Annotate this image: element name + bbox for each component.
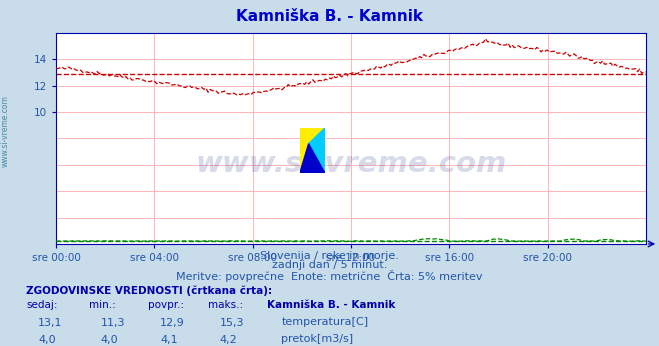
Text: Slovenija / reke in morje.: Slovenija / reke in morje. (260, 251, 399, 261)
Text: www.si-vreme.com: www.si-vreme.com (1, 95, 10, 167)
Text: maks.:: maks.: (208, 300, 243, 310)
Text: 4,2: 4,2 (219, 335, 237, 345)
Text: 13,1: 13,1 (38, 318, 63, 328)
Text: ZGODOVINSKE VREDNOSTI (črtkana črta):: ZGODOVINSKE VREDNOSTI (črtkana črta): (26, 285, 272, 296)
Text: zadnji dan / 5 minut.: zadnji dan / 5 minut. (272, 260, 387, 270)
Text: 12,9: 12,9 (160, 318, 185, 328)
Text: 4,1: 4,1 (160, 335, 178, 345)
Text: temperatura[C]: temperatura[C] (281, 317, 368, 327)
Polygon shape (300, 144, 325, 173)
Text: 4,0: 4,0 (101, 335, 119, 345)
Text: 11,3: 11,3 (101, 318, 125, 328)
Text: Meritve: povprečne  Enote: metrične  Črta: 5% meritev: Meritve: povprečne Enote: metrične Črta:… (176, 270, 483, 282)
Text: Kamniška B. - Kamnik: Kamniška B. - Kamnik (267, 300, 395, 310)
Text: pretok[m3/s]: pretok[m3/s] (281, 334, 353, 344)
Text: 15,3: 15,3 (219, 318, 244, 328)
Text: sedaj:: sedaj: (26, 300, 58, 310)
Text: 4,0: 4,0 (38, 335, 56, 345)
Text: www.si-vreme.com: www.si-vreme.com (195, 150, 507, 178)
Text: povpr.:: povpr.: (148, 300, 185, 310)
Polygon shape (300, 128, 325, 173)
Text: Kamniška B. - Kamnik: Kamniška B. - Kamnik (236, 9, 423, 24)
Polygon shape (308, 128, 325, 173)
Text: min.:: min.: (89, 300, 116, 310)
